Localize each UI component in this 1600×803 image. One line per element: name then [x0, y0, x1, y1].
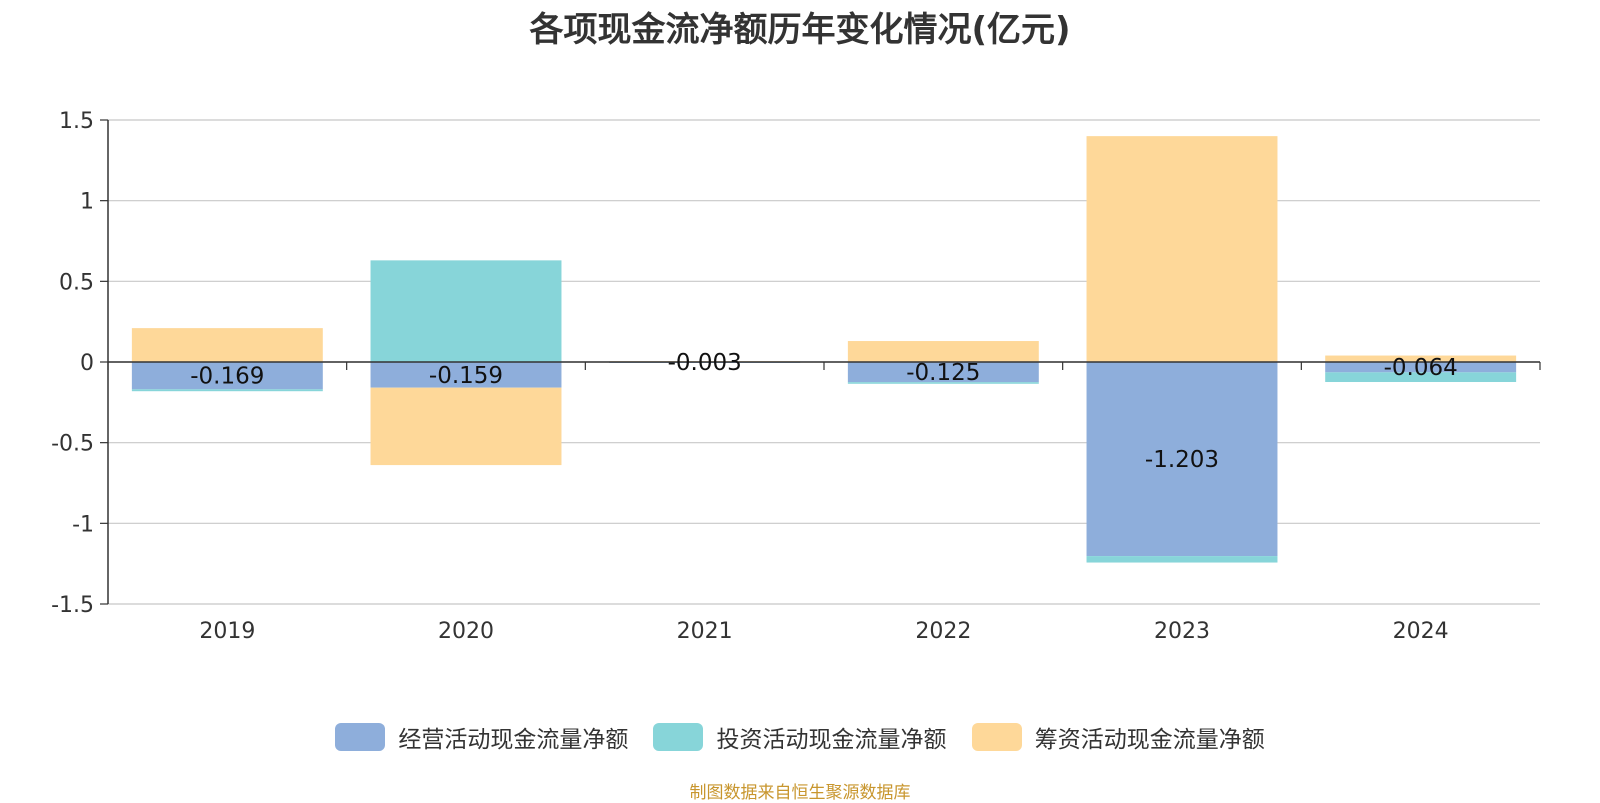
bar-2024-series-2: [1325, 355, 1517, 362]
bar-2019-series-0: [131, 362, 323, 390]
data-label: -0.064: [1384, 355, 1458, 381]
legend-item-operating[interactable]: 经营活动现金流量净额: [335, 720, 628, 754]
y-tick-label: 1.5: [59, 109, 94, 134]
legend-swatch-financing: [971, 723, 1022, 751]
x-tick-label: 2022: [915, 619, 971, 644]
x-tick-label: 2019: [199, 619, 255, 644]
bar-2022-series-2: [847, 341, 1039, 362]
bar-2022-series-0: [847, 362, 1039, 383]
bar-2023-series-1: [1086, 556, 1278, 563]
bar-2024-series-0: [1325, 362, 1517, 373]
y-tick-label: 1: [80, 190, 94, 215]
bar-2023-series-0: [1086, 362, 1278, 557]
data-label: -0.159: [429, 363, 503, 389]
source-note: 制图数据来自恒生聚源数据库: [689, 783, 911, 803]
legend-item-financing[interactable]: 筹资活动现金流量净额: [971, 720, 1265, 754]
bar-2019-series-2: [131, 328, 323, 362]
legend: 经营活动现金流量净额 投资活动现金流量净额 筹资活动现金流量净额: [0, 720, 1600, 754]
bar-2022-series-1: [847, 382, 1039, 384]
bar-2020-series-2: [370, 387, 562, 466]
y-tick-label: 0.5: [59, 270, 94, 295]
legend-label-investing: 投资活动现金流量净额: [716, 727, 947, 753]
legend-item-investing[interactable]: 投资活动现金流量净额: [653, 720, 947, 754]
bar-2024-series-1: [1325, 372, 1517, 383]
data-label: -0.003: [668, 350, 742, 376]
y-tick-label: -0.5: [51, 432, 94, 457]
legend-label-financing: 筹资活动现金流量净额: [1034, 727, 1265, 753]
data-label: -1.203: [1145, 447, 1219, 473]
y-tick-label: -1.5: [51, 593, 94, 618]
data-label: -0.125: [906, 360, 980, 386]
y-tick-label: -1: [72, 512, 94, 537]
legend-swatch-investing: [653, 723, 704, 751]
x-tick-label: 2020: [438, 619, 494, 644]
bar-2020-series-0: [370, 362, 562, 388]
x-tick-label: 2021: [677, 619, 733, 644]
legend-swatch-operating: [335, 723, 386, 751]
data-labels: -0.169 -0.159 -0.003 -0.125 -1.203 -0.064: [190, 350, 1457, 473]
data-label: -0.169: [190, 364, 264, 390]
bar-2019-series-1: [131, 389, 323, 392]
chart-title: 各项现金流净额历年变化情况(亿元): [529, 10, 1071, 50]
bar-2020-series-1: [370, 260, 562, 362]
x-tick-label: 2024: [1393, 619, 1449, 644]
legend-label-operating: 经营活动现金流量净额: [398, 727, 629, 753]
bar-2023-series-2: [1086, 136, 1278, 362]
x-tick-label: 2023: [1154, 619, 1210, 644]
axes: 1.5 1 0.5 0 -0.5 -1 -1.5 2019 2020 2021 2022 2023 20…: [51, 109, 1541, 644]
y-tick-label: 0: [80, 351, 94, 376]
bars: [131, 136, 1517, 563]
